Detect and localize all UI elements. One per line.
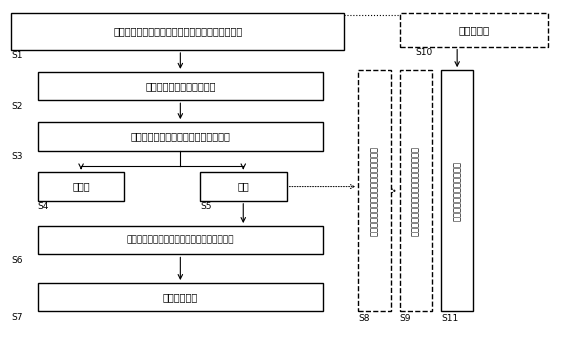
Bar — [38, 283, 323, 312]
Text: S2: S2 — [11, 102, 23, 111]
Text: S10: S10 — [415, 48, 433, 57]
Text: 析锂: 析锂 — [237, 182, 249, 192]
Text: 进一步分析静置期间电压与时间二阶微分关系: 进一步分析静置期间电压与时间二阶微分关系 — [126, 236, 234, 245]
Bar — [38, 172, 124, 201]
Text: 分析与计算: 分析与计算 — [458, 25, 490, 35]
Text: S3: S3 — [11, 152, 23, 161]
Text: 析锂程度评级: 析锂程度评级 — [163, 292, 198, 302]
Text: 静置并采集电压、时间数据: 静置并采集电压、时间数据 — [145, 81, 216, 91]
Text: S5: S5 — [200, 202, 211, 211]
Bar — [11, 13, 344, 50]
Text: S7: S7 — [11, 313, 23, 322]
Bar — [358, 70, 391, 312]
Text: S9: S9 — [400, 314, 411, 323]
Text: 不析锂: 不析锂 — [72, 182, 90, 192]
Text: S4: S4 — [38, 202, 49, 211]
Bar — [38, 122, 323, 150]
Text: 分析静置期间电压与时间二阶微分关系: 分析静置期间电压与时间二阶微分关系 — [130, 131, 230, 141]
Bar — [200, 172, 287, 201]
Bar — [441, 70, 473, 312]
Bar — [400, 13, 548, 47]
Bar — [38, 226, 323, 255]
Bar — [38, 72, 323, 100]
Text: S1: S1 — [11, 51, 23, 61]
Text: 半定量分析与析锂程度评级: 半定量分析与析锂程度评级 — [452, 161, 461, 221]
Text: S8: S8 — [358, 314, 370, 323]
Text: 指定模式充电并采集电压、时间、电流、容量数据: 指定模式充电并采集电压、时间、电流、容量数据 — [113, 27, 242, 37]
Bar — [400, 70, 432, 312]
Text: 放电并采集电压、时间、电流、容量数据: 放电并采集电压、时间、电流、容量数据 — [370, 146, 379, 236]
Text: 分析放电电压与容量的一、二阶微分关系: 分析放电电压与容量的一、二阶微分关系 — [411, 146, 420, 236]
Text: S11: S11 — [441, 314, 458, 323]
Text: S6: S6 — [11, 256, 23, 265]
